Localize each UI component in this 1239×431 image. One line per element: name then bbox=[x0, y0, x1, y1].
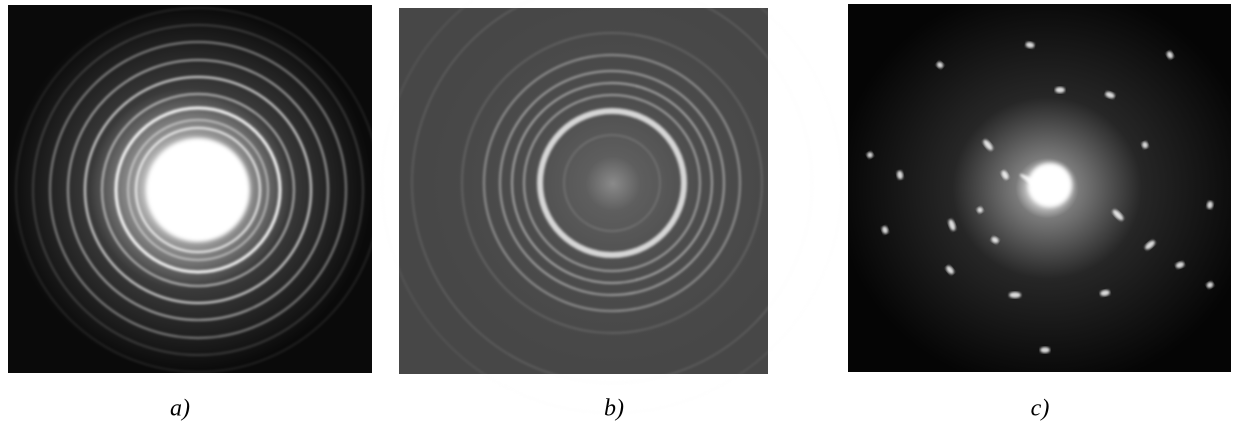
panel-label: a) bbox=[170, 396, 190, 422]
page: a) b) c) (() => { const data = JSON.pars… bbox=[0, 0, 1239, 431]
spot bbox=[1055, 87, 1065, 93]
spot bbox=[1040, 347, 1050, 353]
panel-b-image bbox=[399, 8, 768, 374]
glow bbox=[146, 138, 250, 242]
spot bbox=[1009, 292, 1021, 298]
panel-label: c) bbox=[1031, 396, 1050, 422]
figure: a) b) c) bbox=[0, 0, 1239, 431]
panel-label: b) bbox=[604, 396, 624, 422]
